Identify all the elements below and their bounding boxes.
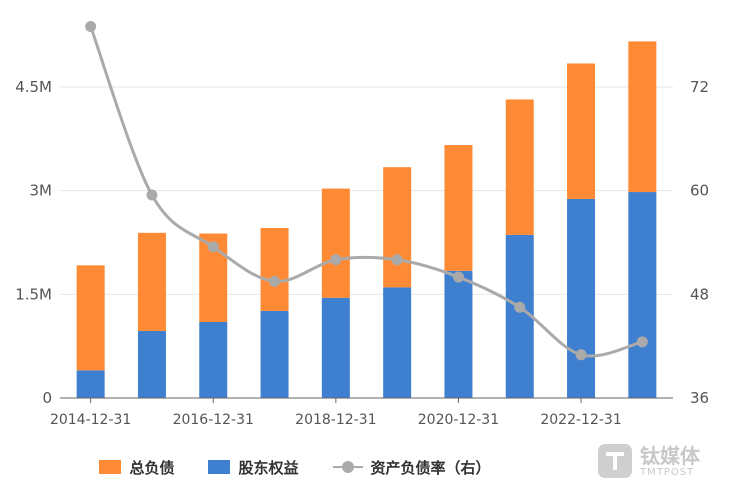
bar-total-liabilities (567, 63, 596, 199)
legend-swatch-blue (208, 460, 231, 474)
y-right-tick-label: 36 (690, 389, 709, 407)
bar-equity (199, 321, 228, 398)
x-tick-label: 2018-12-31 (295, 412, 376, 428)
y-right-tick-label: 48 (690, 285, 709, 303)
x-tick-label: 2014-12-31 (50, 412, 131, 428)
bar-total-liabilities (76, 265, 105, 371)
bar-equity (321, 297, 350, 398)
debt-ratio-point (269, 275, 281, 287)
bar-equity (505, 234, 534, 398)
bar-equity (383, 287, 412, 398)
bar-equity (628, 192, 657, 398)
bar-total-liabilities (505, 99, 534, 235)
y-right-tick-label: 60 (690, 182, 709, 200)
y-left-tick-label: 1.5M (15, 285, 52, 303)
bar-total-liabilities (137, 232, 166, 331)
bar-total-liabilities (383, 167, 412, 288)
watermark-name-cn: 钛媒体 (640, 444, 700, 468)
legend-label: 股东权益 (238, 458, 299, 477)
debt-ratio-point (514, 301, 526, 313)
financial-chart: 0 1.5M 3M 4.5M 36 48 60 72 2014-12-31 2016-12-31 2… (15, 21, 709, 428)
debt-ratio-point (85, 21, 97, 33)
chart-legend: 总负债 股东权益 资产负债率（右） (0, 452, 590, 482)
tmtpost-watermark: 钛媒体 TMTPOST (598, 440, 718, 488)
bar-total-liabilities (321, 188, 350, 298)
x-tick-label: 2016-12-31 (173, 412, 254, 428)
bar-total-liabilities (444, 145, 473, 271)
legend-swatch-line (332, 460, 363, 474)
x-tick-label: 2020-12-31 (418, 412, 499, 428)
legend-swatch-orange (99, 460, 122, 474)
debt-ratio-point (146, 189, 158, 201)
legend-item-equity[interactable]: 股东权益 (208, 457, 299, 478)
axes: 0 1.5M 3M 4.5M 36 48 60 72 2014-12-31 2016-12-31 2… (15, 78, 709, 428)
bar-series (76, 41, 657, 398)
line-series (85, 21, 648, 361)
bar-equity (567, 198, 596, 398)
legend-label: 资产负债率（右） (370, 458, 491, 477)
y-left-tick-label: 0 (42, 389, 52, 407)
bar-equity (76, 370, 105, 398)
debt-ratio-line (89, 26, 643, 358)
bar-total-liabilities (628, 41, 657, 193)
y-right-tick-label: 72 (690, 78, 709, 96)
debt-ratio-point (575, 349, 587, 361)
legend-item-debt-ratio[interactable]: 资产负债率（右） (332, 457, 491, 478)
legend-item-total-liabilities[interactable]: 总负债 (99, 457, 174, 478)
debt-ratio-point (330, 254, 342, 266)
bar-equity (260, 310, 289, 398)
y-left-tick-label: 3M (30, 182, 53, 200)
bar-equity (137, 330, 166, 398)
y-left-tick-label: 4.5M (15, 78, 52, 96)
bar-equity (444, 270, 473, 398)
debt-ratio-point (636, 336, 648, 348)
debt-ratio-point (452, 271, 464, 283)
debt-ratio-point (207, 241, 219, 253)
legend-label: 总负债 (129, 458, 175, 477)
watermark-name-en: TMTPOST (640, 467, 695, 478)
x-tick-label: 2022-12-31 (540, 412, 621, 428)
bar-total-liabilities (260, 227, 289, 311)
tmtpost-logo-icon (598, 444, 632, 478)
debt-ratio-point (391, 254, 403, 266)
